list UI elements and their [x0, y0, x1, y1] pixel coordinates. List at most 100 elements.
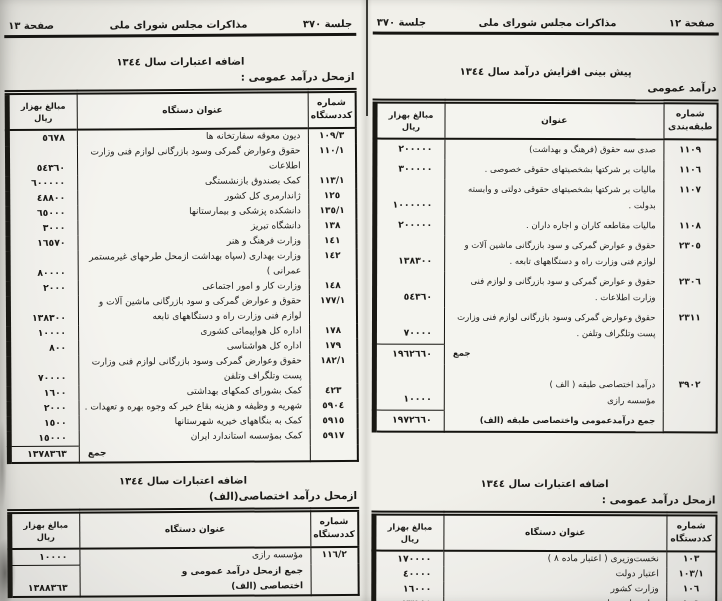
row-title: مالیات بر شرکتها بشخصیتهای حقوقی خصوصی . — [484, 164, 656, 176]
row-title: وزارت کار و امور اجتماعی — [202, 281, 302, 292]
book-spine-line — [366, 0, 368, 116]
row-amount: ١٦٥٧٠ — [7, 235, 79, 252]
row-code: ١٠٩/٣ — [307, 128, 356, 145]
row-amount: ٥٤٣٦٠ — [7, 145, 78, 177]
row-amount: ٥٤٣٦٠ — [374, 271, 445, 308]
table-header-row: شماره کددستگاه عنوان دستگاه مبالغ بهزار … — [373, 513, 717, 552]
column-header-code: شماره کددستگاه — [310, 509, 359, 548]
column-header-title: عنوان — [444, 101, 664, 140]
table-row: ٢٣١١ حقوق وعوارض گمرکی وسود بازرگانی لوا… — [374, 307, 718, 345]
row-code — [309, 444, 358, 462]
additional-credits-title: اضافه اعتبارات سال ١٣٤٤ — [480, 478, 609, 491]
row-amount: ٨٠٠ — [8, 340, 79, 357]
table-row: ١٨٢/١ حقوق وعوارض گمرکی وسود بازرگانی لو… — [8, 354, 358, 387]
column-header-title: عنوان دستگاه — [79, 509, 311, 549]
publication-title: مذاکرات مجلس شورای ملی — [109, 19, 248, 32]
row-amount: ٤٨٨٠٠ — [7, 190, 78, 207]
table-row: جمع ١٩٦٢٦٦٠ — [374, 343, 717, 366]
row-title: حقوق و عوارض گمرکی و سود بازرگانی و لواز… — [470, 276, 656, 304]
row-title: جمع — [87, 448, 107, 459]
row-title: حقوق وعوارض گمرکی وسود بازرگانی لوازم فن… — [457, 312, 656, 340]
row-code: ١٠٣ — [666, 551, 717, 568]
row-code: ١١٣/١ — [308, 174, 357, 190]
row-code: ٥٩١٧ — [309, 429, 358, 445]
row-title: اداره کل هواشناسی — [226, 341, 302, 352]
row-amount: ٦٥٠٠٠ — [7, 205, 78, 222]
table-row: جمع ١٣٧٨٣٦٣ — [9, 444, 358, 464]
credits-special-table: شماره کددستگاه عنوان دستگاه مبالغ بهزار … — [7, 507, 360, 598]
table-row: ٣٩٠٢ درآمد اختصاصی طبقه ( الف ) مؤسسه راز… — [374, 364, 717, 412]
table-header-row: شماره طبقه‌بندی عنوان مبالغ بهزار ریال — [374, 101, 718, 140]
row-amount: ١٠٠٠٠٠٠ — [374, 179, 445, 216]
row-title: کمک به بنگاههای خیریه شهرستانها — [174, 416, 303, 428]
left-page-header: صفحة ١٣ مذاکرات مجلس شورای ملی جلسة ٣٧٠ — [4, 18, 357, 39]
column-header-code: شماره کددستگاه — [307, 90, 356, 129]
income-forecast-table: شماره طبقه‌بندی عنوان مبالغ بهزار ریال ١… — [371, 98, 719, 434]
row-code: ١٢٥ — [308, 189, 357, 205]
row-code: ٢٣٠٥ — [663, 236, 718, 273]
row-amount: ٧٠٠٠٠ — [374, 307, 445, 344]
left-page: صفحة ١٣ مذاکرات مجلس شورای ملی جلسة ٣٧٠ … — [4, 18, 360, 601]
row-title: وزارت کشور — [610, 584, 659, 595]
row-code: ١٠٦ — [666, 582, 717, 598]
row-title: جمع درآمدعمومی واختصاصی طبقه (الف) — [479, 415, 656, 427]
row-title: نخست‌وزیری ( اعتبار ماده ٨ ) — [547, 554, 659, 565]
row-amount: ٧٠٠٠٠ — [8, 355, 79, 387]
row-amount: ٢٠٠٠٠٠ — [374, 138, 445, 160]
table-row: ١١٠٨ مالیات مقاطعه کاران و اجاره داران .… — [374, 215, 718, 237]
row-code: ١١٠٩ — [663, 139, 718, 161]
row-title: شهریه و وظیفه و هزینه بقاع خیر که وجوه ب… — [84, 401, 303, 413]
row-amount: ١٩٦٢٦٦٠ — [374, 343, 445, 365]
column-header-amount: مبالغ بهزار ریال — [373, 513, 444, 551]
table-row: ٢٣٠٦ حقوق و عوارض گمرکی و سود بازرگانی و… — [374, 271, 718, 309]
column-header-amount: مبالغ بهزار ریال — [7, 92, 78, 131]
row-code: ٥٩٠٤ — [309, 399, 358, 415]
table-row: جمع ازمحل درآمد عمومی و اختصاصی (الف) ١٣٨… — [10, 563, 359, 597]
right-page-header: جلسة ٣٧٠ مذاکرات مجلس شورای ملی صفحة ١٢ — [372, 17, 719, 36]
row-amount: ١٣٨٣٠٠ — [374, 235, 445, 272]
column-header-title: عنوان دستگاه — [77, 90, 308, 130]
additional-credits-table: شماره کددستگاه عنوان دستگاه مبالغ بهزار … — [371, 510, 718, 601]
fold-shadow — [360, 0, 372, 601]
row-amount: ١٧٠٠٠٠ — [373, 550, 444, 567]
credits-special-title: اضافه اعتبارات سال ١٣٤٤ — [118, 475, 248, 488]
row-amount: ٧٣١٥٥ — [373, 596, 444, 601]
row-title: حقوق و عوارض گمرکی و سود بازرگانی ماشین … — [464, 240, 656, 268]
row-title: دانشکده پزشکی و بیمارستانها — [189, 206, 301, 218]
row-code: ١٤٢ — [308, 249, 357, 280]
row-amount: ١٩٧٢٦٦٠ — [374, 410, 445, 432]
row-title: کمک بصندوق بازنشستگی — [204, 176, 301, 187]
credits-general-table: شماره کددستگاه عنوان دستگاه مبالغ بهزار … — [4, 87, 359, 465]
row-code — [310, 563, 359, 595]
row-title: اداره کل هواپیمائی کشوری — [200, 326, 302, 337]
session-number: جلسة ٣٧٠ — [376, 17, 427, 29]
row-amount: ١٠٠٠٠ — [374, 364, 445, 411]
row-amount: ١٥٠٠ — [9, 415, 80, 432]
row-title: ژاندارمری کل کشور — [224, 191, 301, 202]
row-amount: ٣٠٠٠٠٠ — [374, 159, 445, 180]
row-title: درآمد اختصاصی طبقه ( الف ) مؤسسه رازی — [549, 379, 656, 406]
column-header-amount: مبالغ بهزار ریال — [374, 101, 446, 139]
row-title: حقوق و عوارض گمرکی و سود بازرگانی ماشین … — [98, 296, 302, 323]
row-code: ١١٦/٢ — [310, 547, 359, 564]
table-header-row: شماره کددستگاه عنوان دستگاه مبالغ بهزار … — [7, 90, 356, 131]
row-code — [662, 410, 717, 433]
row-title: مالیات بر شرکتها بشخصیتهای حقوقی دولتی و… — [468, 184, 656, 212]
income-forecast-subtitle: درآمد عمومی — [647, 82, 717, 95]
row-amount: ١٣٧٨٣٦٣ — [9, 446, 80, 464]
additional-credits-subtitle: ازمحل درآمد عمومی : — [601, 494, 716, 507]
table-row: ٢٣٠٥ حقوق و عوارض گمرکی و سود بازرگانی م… — [374, 235, 718, 273]
row-title: حقوق وعوارض گمرکی وسود بازرگانی لوازم فن… — [90, 146, 301, 172]
table-row: ١١٠٩ صدی سه حقوق (فرهنگ و بهداشت) ٢٠٠٠٠٠ — [374, 138, 718, 161]
row-amount: ١٦٠٠ — [8, 385, 80, 402]
row-code: ٥٩١٥ — [309, 414, 358, 430]
scan-smudge — [0, 538, 16, 601]
row-code: ١٠٩ — [666, 597, 717, 601]
row-title: وزارت فرهنگ و هنر — [226, 236, 302, 247]
column-header-amount: مبالغ بهزار ریال — [9, 511, 80, 550]
row-code: ١٤١ — [308, 234, 357, 250]
row-title: کمک بشورای کمکهای بهداشتی — [186, 386, 302, 398]
row-title: اعتبار دولت — [615, 569, 659, 580]
row-amount: ٢٠٠٠٠٠ — [374, 215, 445, 236]
row-code: ١١٠٦ — [663, 160, 718, 181]
